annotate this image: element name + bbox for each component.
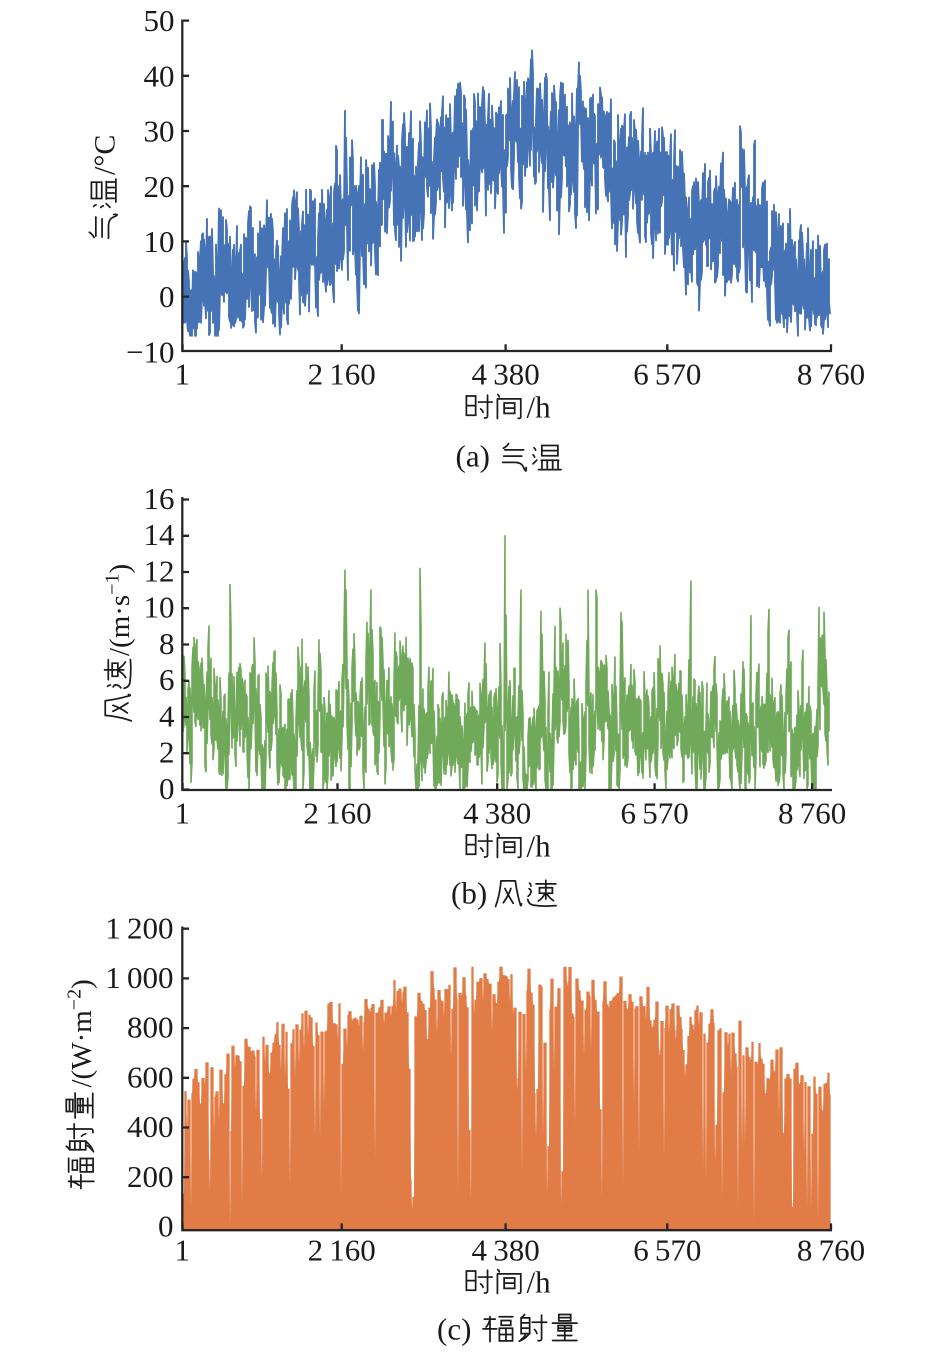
svg-text:800: 800: [127, 1010, 174, 1045]
svg-text:6 570: 6 570: [633, 356, 701, 391]
svg-text:4 380: 4 380: [463, 795, 531, 830]
svg-text:1: 1: [175, 356, 191, 391]
svg-text:6 570: 6 570: [633, 1232, 701, 1267]
svg-text:(a): (a): [456, 438, 490, 473]
svg-text:1: 1: [175, 1232, 191, 1267]
svg-text:10: 10: [144, 590, 175, 625]
svg-text:6 570: 6 570: [620, 795, 688, 830]
svg-text:(b): (b): [451, 875, 487, 910]
svg-text:1 000: 1 000: [105, 960, 173, 995]
svg-text:/h: /h: [527, 1264, 552, 1299]
svg-text:4: 4: [159, 698, 175, 733]
svg-text:4 380: 4 380: [471, 1232, 539, 1267]
svg-text:14: 14: [144, 517, 176, 552]
svg-text:/°C: /°C: [89, 135, 122, 175]
svg-text:8 760: 8 760: [797, 1232, 865, 1267]
svg-text:8 760: 8 760: [778, 795, 846, 830]
svg-text:/h: /h: [527, 828, 552, 863]
svg-text:8 760: 8 760: [797, 356, 865, 391]
svg-text:1 200: 1 200: [105, 910, 173, 945]
svg-text:200: 200: [127, 1159, 174, 1194]
svg-text:1: 1: [175, 795, 191, 830]
svg-text:0: 0: [158, 1209, 174, 1244]
svg-text:2 160: 2 160: [303, 795, 371, 830]
svg-text:12: 12: [144, 553, 175, 588]
svg-text:2 160: 2 160: [308, 356, 376, 391]
svg-text:10: 10: [144, 224, 175, 259]
svg-text:30: 30: [144, 114, 175, 149]
svg-text:/h: /h: [527, 389, 552, 424]
svg-text:−10: −10: [126, 334, 174, 369]
svg-text:4 380: 4 380: [471, 356, 539, 391]
svg-text:(c): (c): [437, 1311, 471, 1346]
svg-text:8: 8: [159, 626, 175, 661]
svg-text:400: 400: [127, 1109, 174, 1144]
svg-text:0: 0: [159, 771, 175, 806]
svg-text:0: 0: [159, 279, 175, 314]
svg-text:600: 600: [127, 1059, 174, 1094]
svg-text:40: 40: [144, 58, 175, 93]
svg-text:50: 50: [144, 3, 175, 38]
svg-text:20: 20: [144, 169, 175, 204]
svg-text:2: 2: [159, 735, 175, 770]
svg-text:2 160: 2 160: [308, 1232, 376, 1267]
svg-text:6: 6: [159, 662, 175, 697]
svg-text:16: 16: [144, 481, 175, 516]
